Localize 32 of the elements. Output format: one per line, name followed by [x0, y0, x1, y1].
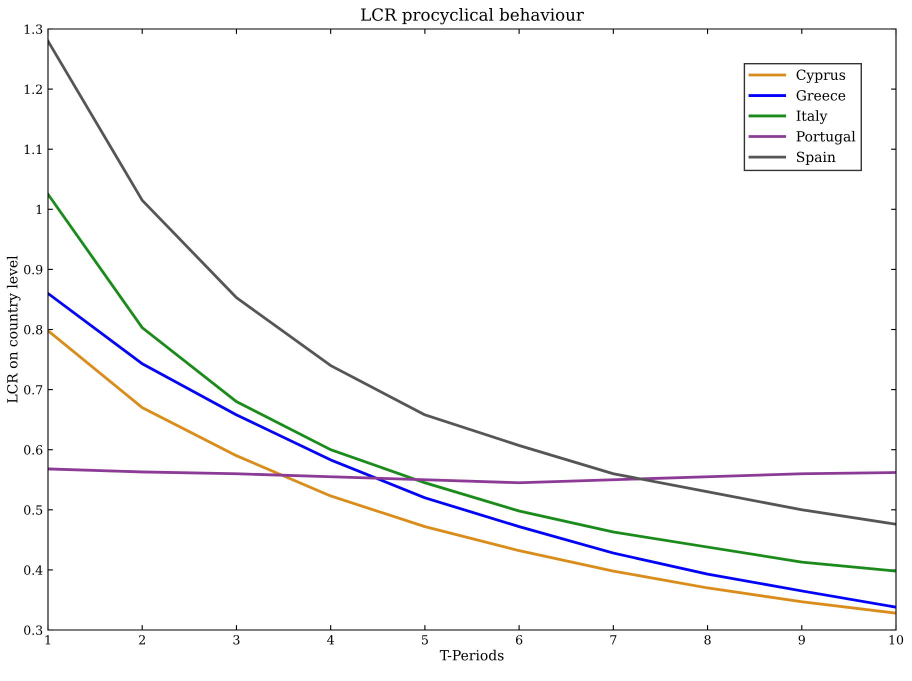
y-tick-label: 0.9	[24, 264, 42, 274]
x-tick-label: 2	[139, 635, 145, 644]
line-series	[48, 192, 896, 572]
x-tick-label: 10	[890, 635, 904, 645]
x-tick-label: 8	[704, 635, 711, 645]
legend-label: Portugal	[796, 130, 856, 144]
line-series	[48, 468, 896, 484]
y-tick-label: 0.3	[24, 625, 42, 635]
y-tick-label: 0.6	[24, 445, 42, 455]
legend-label: Spain	[796, 152, 836, 165]
x-tick-label: 4	[327, 635, 334, 644]
legend-label: Greece	[796, 90, 846, 101]
x-tick-label: 1	[46, 635, 50, 644]
y-tick-label: 0.7	[24, 385, 42, 395]
y-tick-label: 1.1	[24, 144, 42, 154]
x-tick-label: 6	[516, 635, 522, 645]
legend-label: Cyprus	[796, 70, 846, 83]
y-tick-label: 0.8	[24, 324, 42, 334]
y-tick-label: 0.4	[24, 565, 43, 575]
x-axis-title: T-Periods	[440, 650, 504, 660]
x-tick-label: 9	[798, 635, 805, 645]
y-tick-label: 1.3	[24, 24, 42, 34]
y-tick-label: 0.5	[24, 505, 42, 515]
x-tick-label: 3	[233, 635, 240, 645]
y-axis-title: LCR on country level	[6, 256, 20, 403]
x-tick-label: 7	[610, 635, 616, 644]
y-tick-label: 1.2	[24, 84, 42, 94]
chart-title: LCR procyclical behaviour	[361, 8, 584, 24]
y-tick-label: 1	[36, 204, 42, 214]
legend-label: Italy	[796, 110, 828, 124]
line-series	[48, 40, 896, 526]
x-tick-label: 5	[422, 635, 428, 645]
